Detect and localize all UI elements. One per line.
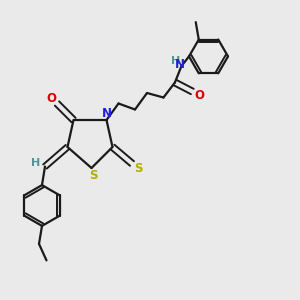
Text: H: H — [172, 56, 181, 66]
Text: S: S — [89, 169, 97, 182]
Text: S: S — [134, 161, 142, 175]
Text: O: O — [194, 88, 204, 102]
Text: N: N — [101, 107, 112, 120]
Text: N: N — [175, 58, 185, 71]
Text: H: H — [32, 158, 40, 169]
Text: O: O — [46, 92, 57, 105]
